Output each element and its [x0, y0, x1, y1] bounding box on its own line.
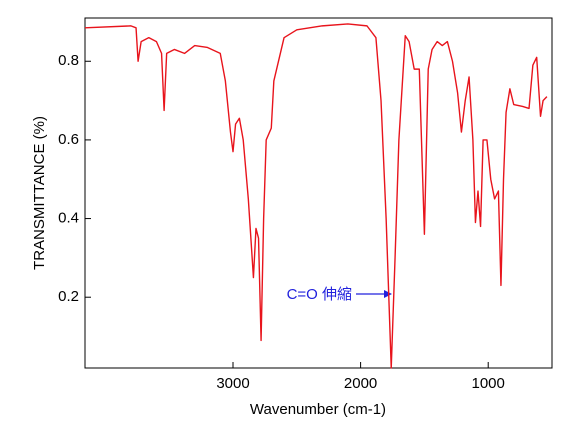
- x-tick-label: 3000: [216, 375, 249, 392]
- x-tick-label: 1000: [472, 375, 505, 392]
- annotation: C=O 伸縮: [287, 286, 352, 303]
- x-tick-label: 2000: [344, 375, 377, 392]
- y-axis-label: TRANSMITTANCE (%): [31, 116, 48, 270]
- y-tick-label: 0.8: [58, 52, 79, 69]
- y-tick-label: 0.6: [58, 131, 79, 148]
- plot-frame: [84, 17, 553, 369]
- spectrum-line: [84, 23, 548, 369]
- annotation-arrowhead: [384, 290, 392, 298]
- y-tick-label: 0.4: [58, 210, 79, 227]
- y-tick-label: 0.2: [58, 288, 79, 305]
- x-axis-label: Wavenumber (cm-1): [250, 401, 386, 418]
